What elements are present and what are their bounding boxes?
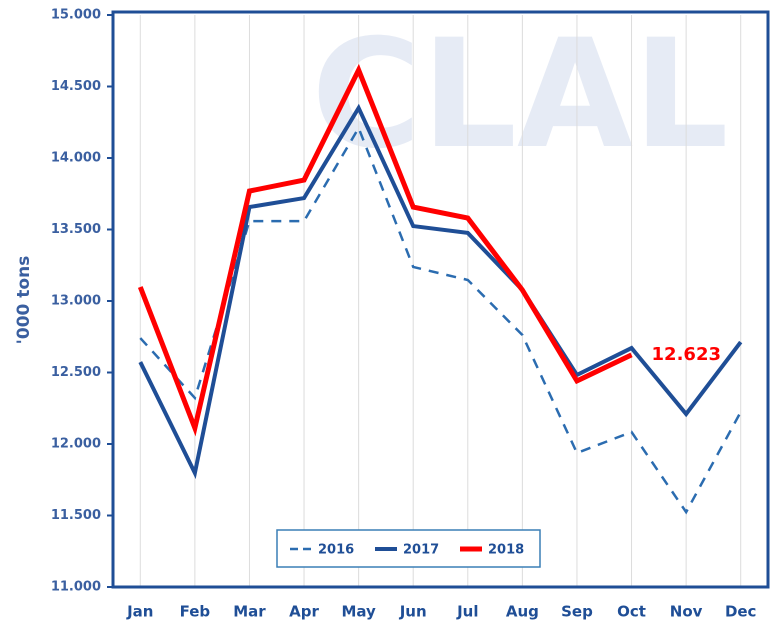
y-tick-label: 14.000 <box>51 151 101 166</box>
x-tick-label: Oct <box>617 603 646 621</box>
legend-label: 2016 <box>318 543 354 558</box>
x-tick-label: Nov <box>670 603 703 621</box>
line-series <box>139 125 742 515</box>
y-tick-label: 14.500 <box>51 79 101 94</box>
watermark: CLAL <box>311 8 728 182</box>
x-tick-label: Jul <box>456 603 478 621</box>
x-tick-label: Sep <box>561 603 593 621</box>
y-tick-label: 13.500 <box>51 222 101 237</box>
x-tick-label: Jan <box>126 603 153 621</box>
x-tick-label: Mar <box>233 603 266 621</box>
y-axis-label: '000 tons <box>14 256 34 345</box>
y-tick-label: 12.000 <box>51 437 101 452</box>
line-series <box>138 103 743 480</box>
x-tick-label: Aug <box>506 603 539 621</box>
y-tick-label: 13.000 <box>51 294 101 309</box>
x-tick-label: Jun <box>399 603 427 621</box>
y-tick-label: 11.000 <box>51 580 101 595</box>
line-series <box>137 63 633 437</box>
legend-label: 2017 <box>403 543 439 558</box>
x-tick-label: Feb <box>180 603 211 621</box>
y-tick-label: 15.000 <box>51 8 101 23</box>
legend-label: 2018 <box>488 543 524 558</box>
x-tick-label: Apr <box>289 603 319 621</box>
y-tick-label: 11.500 <box>51 508 101 523</box>
y-tick-label: 12.500 <box>51 365 101 380</box>
x-tick-label: Dec <box>725 603 757 621</box>
data-label: 12.623 <box>652 344 721 365</box>
x-tick-label: May <box>341 603 376 621</box>
plot-frame <box>111 10 770 589</box>
legend: 2016 2017 2018 <box>276 529 541 568</box>
legend-box <box>276 529 541 568</box>
